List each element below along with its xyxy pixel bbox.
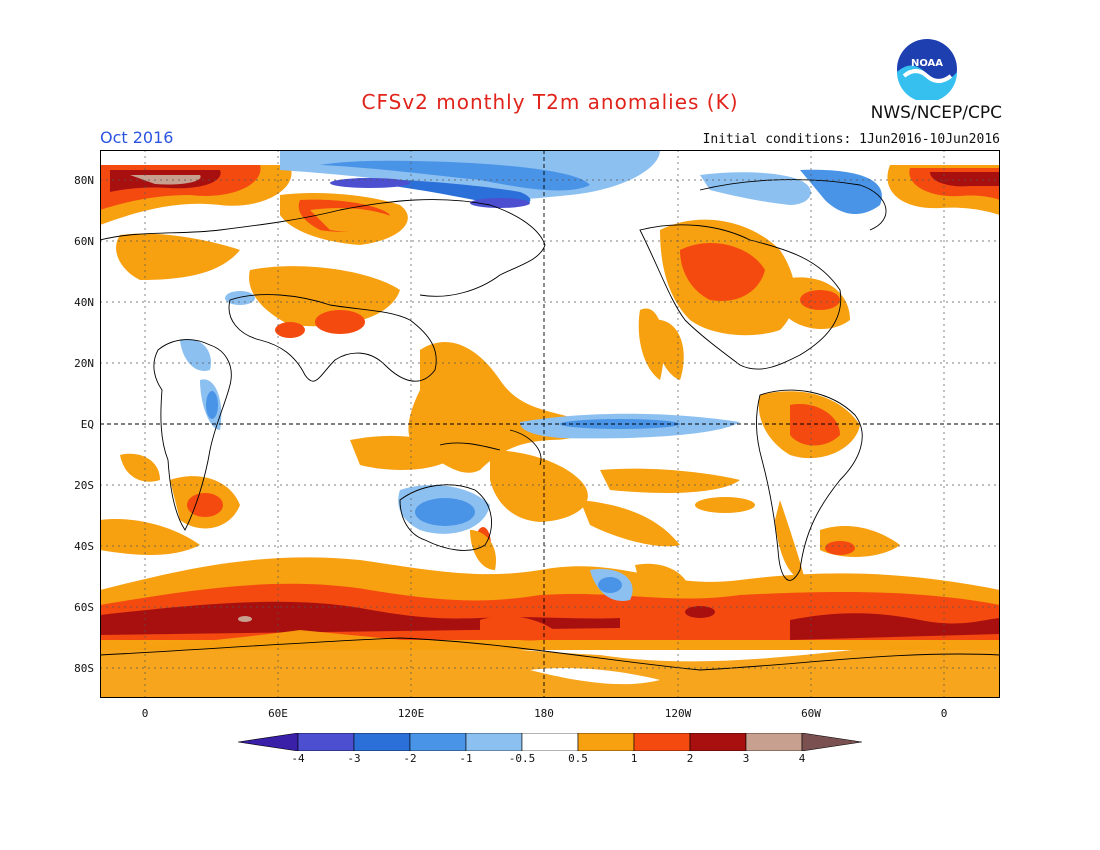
lat-label: 40S (74, 540, 94, 553)
colorbar-label: -4 (291, 752, 305, 765)
logo-text: NOAA (911, 58, 943, 69)
coastlines (100, 179, 1000, 671)
map-title: CFSv2 monthly T2m anomalies (K) (361, 90, 739, 114)
agency-label: NWS/NCEP/CPC (870, 103, 1002, 123)
southern-ocean-warm-band (100, 557, 1000, 650)
colorbar-left-arrow (238, 733, 299, 751)
lat-label: 80S (74, 662, 94, 675)
colorbar-cell (465, 733, 523, 751)
colorbar-cell (409, 733, 467, 751)
colorbar-label: 4 (798, 752, 806, 765)
colorbar-label: 0.5 (568, 752, 588, 765)
australia-cold (398, 485, 496, 570)
colorbar-label: 1 (630, 752, 638, 765)
lat-label: 40N (74, 296, 94, 309)
colorbar-label: 2 (686, 752, 694, 765)
colorbar-label: 3 (742, 752, 750, 765)
lon-label: 180 (534, 707, 554, 720)
lat-label: 20N (74, 357, 94, 370)
equatorial-cold-tongue (520, 413, 740, 601)
colorbar-cell (297, 733, 355, 751)
lon-label: 120E (397, 707, 425, 720)
noaa-logo: NOAA (897, 39, 957, 100)
lon-label: 120W (664, 707, 692, 720)
colorbar-right-arrow (801, 733, 862, 751)
lat-label: 20S (74, 479, 94, 492)
colorbar-cell (745, 733, 803, 751)
north-america-warm (638, 219, 850, 380)
lat-label: EQ (80, 418, 94, 431)
forecast-month: Oct 2016 (100, 128, 174, 147)
colorbar-cell (689, 733, 747, 751)
south-america-warm (758, 391, 900, 580)
lat-label: 60N (74, 235, 94, 248)
tropical-warm-areas (350, 319, 755, 641)
colorbar-cell (353, 733, 411, 751)
equator-and-dateline (100, 150, 1000, 698)
arctic-cold-band (280, 150, 882, 215)
colorbar-label: -2 (403, 752, 417, 765)
initial-conditions: Initial conditions: 1Jun2016-10Jun2016 (702, 132, 1000, 147)
colorbar-cell (521, 733, 579, 751)
colorbar-cell (577, 733, 635, 751)
lon-label: 60E (268, 707, 288, 720)
lon-label: 0 (940, 707, 948, 720)
lon-label: 0 (141, 707, 149, 720)
colorbar-label: -3 (347, 752, 361, 765)
eurasia-africa-anomalies (100, 208, 400, 555)
colorbar-label: -0.5 (508, 752, 536, 765)
anomaly-map (100, 150, 1000, 698)
colorbar (238, 733, 862, 751)
graticule (100, 150, 1000, 698)
colorbar-label: -1 (459, 752, 473, 765)
map-frame (100, 150, 1000, 698)
lon-label: 60W (801, 707, 821, 720)
lat-label: 60S (74, 601, 94, 614)
colorbar-cell (633, 733, 691, 751)
lat-label: 80N (74, 174, 94, 187)
